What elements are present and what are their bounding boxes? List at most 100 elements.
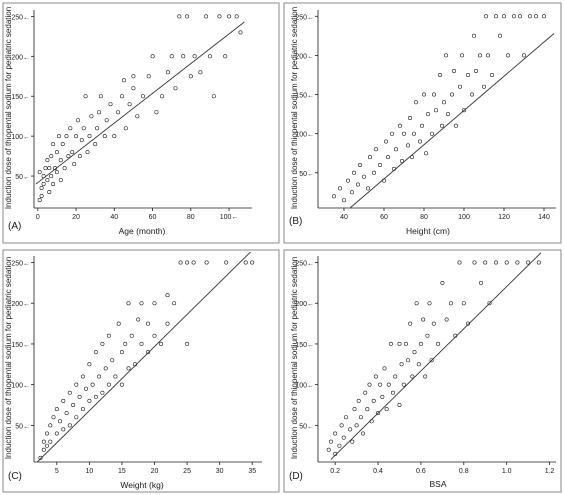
data-point [472,260,477,265]
data-point [217,14,222,19]
data-point [433,108,438,113]
y-tick-label: 250← [11,14,30,21]
data-point [119,382,124,387]
x-tick-label: 100 [458,214,470,221]
data-point [493,260,498,265]
data-point [112,134,117,139]
data-point [207,54,212,59]
y-tick-label: 250← [11,261,30,268]
data-point [493,14,498,19]
data-point [41,439,46,444]
data-point [451,69,456,74]
data-point [71,402,76,407]
x-tick-label: 35 [248,468,256,475]
data-point [87,362,92,367]
x-tick-label: 40 [110,214,118,221]
data-point [95,126,100,131]
data-point [349,190,354,195]
data-point [365,186,370,191]
data-point [100,390,105,395]
data-point [108,102,113,107]
x-tick-label: 10 [85,468,93,475]
data-point [477,53,482,58]
data-point [188,74,193,79]
data-point [173,86,178,91]
data-point [129,333,134,338]
x-tick-label: 60 [149,214,157,221]
data-point [407,116,412,121]
data-point [64,134,69,139]
data-point [478,280,483,285]
data-point [461,108,466,113]
regression-line [35,21,245,185]
x-tick-label: 60 [380,214,388,221]
data-point [61,398,66,403]
data-point [527,14,532,19]
data-point [425,112,430,117]
x-tick-label: 1.2 [545,468,555,475]
data-point [126,366,131,371]
data-point [250,260,255,265]
data-point [49,154,54,159]
x-tick-label: 0 [36,214,40,221]
y-tick-label: 100← [11,383,30,390]
data-point [425,333,430,338]
data-point [481,84,486,89]
data-point [526,260,531,265]
data-point [100,341,105,346]
data-point [62,166,67,171]
data-point [67,423,72,428]
data-point [159,341,164,346]
data-point [198,70,203,75]
x-tick-label: 140 [538,214,550,221]
data-point [83,94,88,99]
data-point [497,33,502,38]
data-point [66,154,71,159]
x-tick-label: 80 [187,214,195,221]
data-point [43,166,48,171]
panel-border [2,249,280,493]
data-point [536,260,541,265]
data-point [165,293,170,298]
data-point [127,102,132,107]
data-point [51,142,56,147]
data-point [121,78,126,83]
data-point [365,407,370,412]
data-point [356,398,361,403]
y-tick-label: 250← [295,14,314,21]
data-point [58,419,63,424]
data-point [469,92,474,97]
data-point [489,73,494,78]
data-point [505,53,510,58]
panel-border [2,2,280,244]
data-point [358,415,363,420]
data-point [399,159,404,164]
data-point [204,14,209,19]
data-point [423,374,428,379]
data-point [371,170,376,175]
x-tick-label: 120 [498,214,510,221]
data-point [139,301,144,306]
data-point [60,142,65,147]
data-point [339,423,344,428]
data-point [373,147,378,152]
data-point [357,163,362,168]
data-point [416,362,421,367]
data-point [243,260,248,265]
x-axis-label: BSA [429,479,446,489]
data-point [382,366,387,371]
data-point [165,321,170,326]
data-point [385,155,390,160]
data-point [139,341,144,346]
data-point [436,341,441,346]
data-point [326,447,331,452]
data-point [61,427,66,432]
data-point [44,431,49,436]
data-point [106,382,111,387]
points-group [37,14,243,203]
data-point [405,143,410,148]
data-point [185,260,190,265]
data-point [141,94,146,99]
data-point [444,317,449,322]
data-point [74,415,79,420]
